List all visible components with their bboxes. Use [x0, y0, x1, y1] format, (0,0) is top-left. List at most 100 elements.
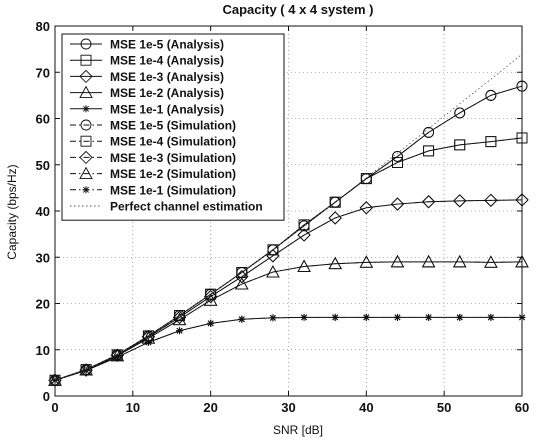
- y-tick-label: 50: [36, 158, 50, 173]
- legend-marker: [80, 119, 92, 131]
- legend-marker: [79, 166, 93, 180]
- data-point: [238, 315, 246, 323]
- legend-box: [61, 33, 285, 221]
- legend-entry: MSE 1e-5 (Simulation): [70, 119, 236, 133]
- legend-label: MSE 1e-3 (Simulation): [110, 151, 236, 165]
- data-point: [266, 249, 280, 263]
- legend-entry: MSE 1e-1 (Analysis): [70, 102, 224, 116]
- legend-label: MSE 1e-4 (Simulation): [110, 135, 236, 149]
- data-point: [392, 156, 403, 168]
- y-tick-label: 0: [43, 389, 50, 404]
- data-point: [110, 348, 125, 362]
- legend-label: MSE 1e-2 (Simulation): [110, 167, 236, 181]
- legend-marker: [79, 85, 93, 99]
- data-point: [423, 145, 435, 157]
- y-axis-label: Capacity (bps/Hz): [5, 164, 19, 259]
- series-3: [48, 254, 529, 386]
- legend-label: Perfect channel estimation: [110, 200, 263, 214]
- data-point: [331, 313, 339, 321]
- data-point: [362, 313, 370, 321]
- data-point: [82, 367, 90, 375]
- data-point: [235, 277, 249, 290]
- data-point: [359, 255, 374, 268]
- legend-entry: Perfect channel estimation: [70, 200, 263, 214]
- series-line: [54, 261, 523, 381]
- data-point: [297, 228, 311, 242]
- legend: MSE 1e-5 (Analysis) MSE 1e-4 (Analysis) MS…: [61, 33, 285, 221]
- legend-marker: [82, 105, 90, 113]
- y-tick-label: 30: [36, 250, 50, 265]
- data-point: [235, 270, 249, 284]
- series-line: [54, 137, 523, 381]
- x-tick-label: 40: [359, 400, 373, 415]
- data-point: [392, 150, 403, 162]
- x-axis-label: SNR [dB]: [273, 423, 323, 437]
- series-10: [54, 53, 523, 381]
- legend-label: MSE 1e-5 (Analysis): [110, 38, 224, 52]
- legend-marker: [80, 135, 92, 147]
- y-tick-label: 70: [36, 65, 50, 80]
- y-tick-label: 20: [36, 297, 50, 312]
- data-point: [176, 327, 184, 335]
- data-point: [484, 193, 498, 207]
- data-point: [174, 310, 185, 321]
- data-point: [204, 289, 218, 304]
- data-point: [421, 254, 436, 268]
- legend-entry: MSE 1e-4 (Simulation): [70, 135, 236, 149]
- x-tick-label: 30: [281, 400, 295, 415]
- data-point: [172, 312, 187, 326]
- legend-label: MSE 1e-2 (Analysis): [110, 86, 224, 100]
- legend-entry: MSE 1e-5 (Analysis): [70, 38, 224, 52]
- data-point: [390, 254, 405, 268]
- data-point: [454, 107, 466, 119]
- legend-label: MSE 1e-4 (Analysis): [110, 54, 224, 68]
- legend-marker: [80, 38, 92, 50]
- legend-entry: MSE 1e-2 (Simulation): [70, 166, 236, 181]
- y-tick-label: 80: [36, 19, 50, 34]
- legend-entry: MSE 1e-3 (Analysis): [70, 69, 224, 84]
- series-8: [48, 254, 529, 386]
- y-tick-label: 60: [36, 112, 50, 127]
- data-point: [144, 338, 152, 346]
- plot-series: [48, 53, 529, 387]
- series-line: [54, 199, 523, 381]
- data-point: [453, 194, 467, 208]
- data-point: [484, 255, 498, 268]
- data-point: [297, 259, 311, 272]
- legend-marker: [79, 150, 93, 165]
- data-point: [359, 201, 373, 215]
- x-tick-label: 20: [203, 400, 217, 415]
- data-point: [172, 310, 187, 325]
- legend-marker: [79, 69, 93, 84]
- legend-label: MSE 1e-1 (Analysis): [110, 102, 224, 116]
- data-point: [205, 288, 217, 300]
- y-tick-label: 10: [36, 343, 50, 358]
- data-point: [267, 244, 279, 256]
- series-4: [51, 313, 526, 384]
- legend-marker: [82, 186, 90, 194]
- data-point: [207, 319, 215, 327]
- data-point: [203, 293, 218, 306]
- axes: 0 10 20 30 40 50 60 0 10 20 30 40 50 60 70 80: [36, 19, 530, 415]
- x-tick-label: 60: [515, 400, 529, 415]
- legend-label: MSE 1e-3 (Analysis): [110, 70, 224, 84]
- series-line: [54, 53, 523, 381]
- legend-label: MSE 1e-1 (Simulation): [110, 183, 236, 197]
- data-point: [425, 313, 433, 321]
- series-line: [54, 316, 522, 381]
- x-tick-label: 10: [126, 400, 140, 415]
- data-point: [456, 313, 464, 321]
- data-point: [452, 254, 467, 268]
- data-point: [485, 136, 497, 148]
- series-9: [51, 313, 526, 384]
- data-point: [328, 256, 342, 270]
- data-point: [266, 265, 280, 278]
- data-point: [298, 219, 310, 231]
- data-point: [360, 173, 372, 185]
- legend-entry: MSE 1e-3 (Simulation): [70, 150, 236, 165]
- data-point: [485, 89, 497, 101]
- data-point: [423, 126, 435, 138]
- legend-entry: MSE 1e-4 (Analysis): [70, 54, 224, 68]
- data-point: [269, 314, 277, 322]
- data-point: [487, 313, 495, 321]
